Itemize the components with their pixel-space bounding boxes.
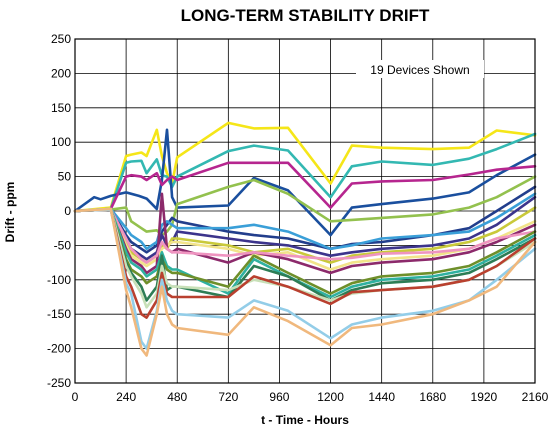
x-tick-label: 240 <box>116 390 136 404</box>
y-tick-label: 100 <box>51 135 71 149</box>
x-tick-label: 1200 <box>317 390 344 404</box>
y-tick-label: -150 <box>47 307 71 321</box>
chart-title: LONG-TERM STABILITY DRIFT <box>180 6 430 25</box>
plot-border <box>74 38 536 384</box>
y-tick-label: -250 <box>47 376 71 390</box>
series-line-19 <box>73 207 537 357</box>
series-line-1 <box>73 121 537 213</box>
series-line-4 <box>73 161 537 213</box>
series-line-11 <box>73 192 537 275</box>
series-line-14 <box>73 208 537 295</box>
x-tick-label: 720 <box>218 390 238 404</box>
series-line-9 <box>73 206 537 264</box>
x-tick-label: 480 <box>167 390 187 404</box>
x-tick-label: 0 <box>72 390 79 404</box>
series-line-12 <box>73 208 537 264</box>
series-line-13 <box>73 207 537 299</box>
series-line-17 <box>73 208 537 319</box>
series-group <box>73 121 537 357</box>
y-tick-label: 50 <box>58 170 72 184</box>
x-tick-label: 1440 <box>368 390 395 404</box>
series-line-2 <box>73 132 537 213</box>
y-tick-label: 150 <box>51 101 71 115</box>
series-line-7 <box>73 192 537 251</box>
annotation-box <box>356 60 484 78</box>
plot-frame <box>74 38 536 384</box>
x-tick-label: 1680 <box>419 390 446 404</box>
series-line-10 <box>73 207 537 271</box>
y-tick-label: -100 <box>47 273 71 287</box>
y-tick-label: 200 <box>51 66 71 80</box>
tick-labels: 0 240 480 720 960 1200 1440 1680 1920 2160 -250 -20… <box>47 32 549 404</box>
x-tick-label: 1920 <box>471 390 498 404</box>
y-tick-label: 250 <box>51 32 71 46</box>
x-tick-label: 2160 <box>522 390 549 404</box>
series-line-5 <box>73 175 537 237</box>
y-tick-label: -50 <box>54 238 72 252</box>
y-tick-label: -200 <box>47 342 71 356</box>
x-tick-label: 960 <box>269 390 289 404</box>
annotation-text: 19 Devices Shown <box>370 63 469 77</box>
x-axis-label: t - Time - Hours <box>261 413 349 427</box>
annotation-group: 19 Devices Shown <box>356 60 484 78</box>
y-axis-label: Drift - ppm <box>3 182 17 243</box>
y-tick-label: 0 <box>64 204 71 218</box>
series-line-18 <box>73 208 537 350</box>
